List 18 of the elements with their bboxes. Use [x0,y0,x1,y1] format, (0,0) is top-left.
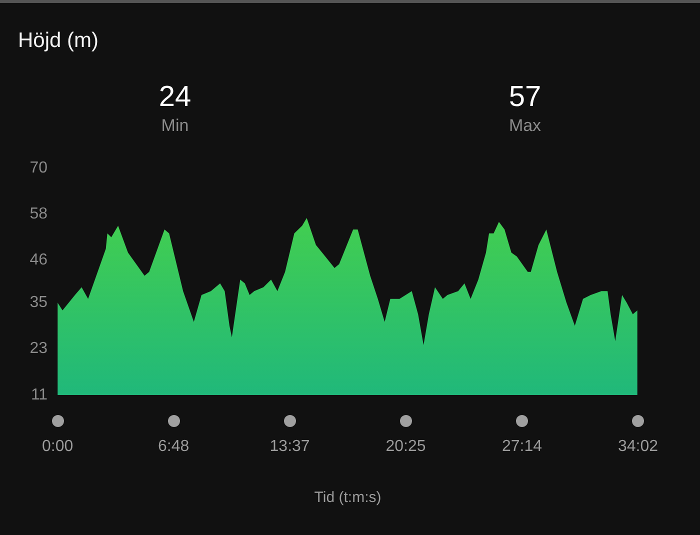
text: 24 [158,81,192,114]
chart-title: Höjd (m) [18,29,99,53]
y-tick-label: 23 [30,340,48,358]
y-tick-label: 58 [30,206,48,223]
x-tick-label: 13:37 [270,438,310,456]
x-tick-label: 0:00 [42,438,74,456]
x-tick-label: 34:02 [618,438,658,456]
x-tick-label: 6:48 [158,438,190,456]
x-axis-title: Tid (t:m:s) [314,489,382,506]
y-tick-label: 70 [30,159,48,176]
text: 57 [508,81,542,114]
y-tick-label: 35 [30,294,48,312]
x-tick-label: 20:25 [386,438,426,456]
x-tick-label: 27:14 [502,438,542,456]
y-tick-label: 11 [30,386,48,404]
text: Min [160,116,190,136]
text: Max [508,116,542,136]
y-tick-label: 46 [30,252,48,269]
